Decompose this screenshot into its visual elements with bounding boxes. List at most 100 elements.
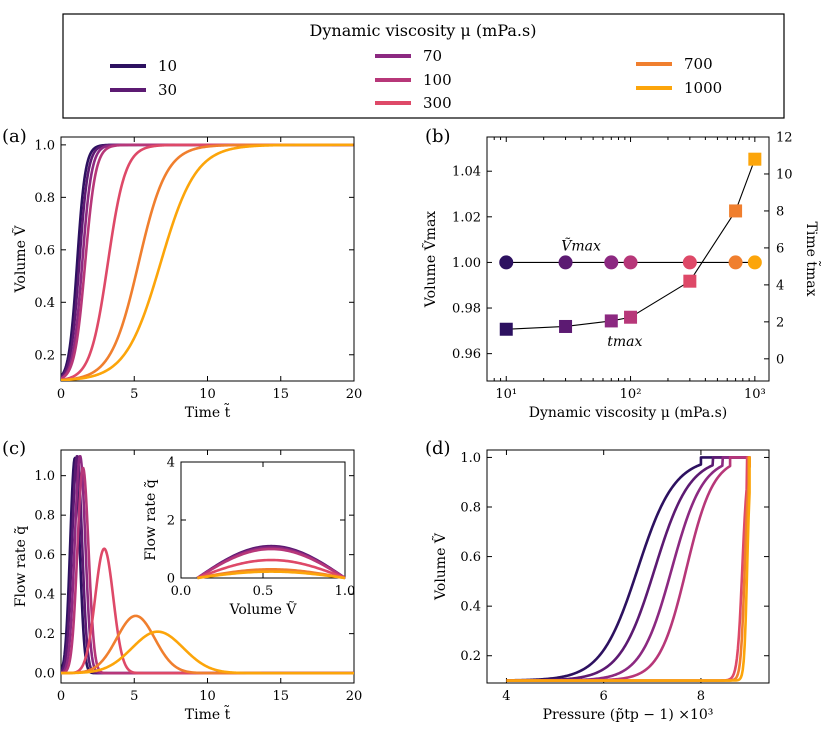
- plot-area: [61, 454, 354, 675]
- y-tick-label: 0.6: [34, 548, 55, 563]
- x-tick-label: 5: [130, 387, 138, 402]
- panel-label-c: (c): [2, 438, 26, 459]
- series-line-30: [61, 143, 354, 379]
- tmax-marker-100: [624, 310, 638, 324]
- y-tick-label: 0.4: [34, 296, 55, 311]
- y2-tick-label: 0: [776, 352, 784, 367]
- inset-background: [181, 462, 345, 578]
- x-tick-label: 6: [600, 689, 608, 704]
- y-axis-label: Volume Ṽ: [11, 225, 29, 294]
- x-tick-label: 15: [272, 689, 289, 704]
- x-axis-label: Time t̃: [185, 402, 231, 421]
- x-tick-label: 10¹: [495, 387, 517, 402]
- vmax-marker-700: [728, 255, 743, 270]
- tmax-marker-30: [559, 319, 573, 333]
- y-tick-label: 0.2: [460, 649, 481, 664]
- vmax-marker-10: [499, 255, 514, 270]
- y-tick-label: 0.4: [460, 600, 481, 615]
- legend-label-30: 30: [158, 81, 177, 99]
- series-line-1000: [61, 630, 354, 675]
- y-tick-label: 1.00: [452, 256, 481, 271]
- tmax-marker-70: [604, 314, 618, 328]
- vmax-marker-100: [623, 255, 638, 270]
- y2-tick-label: 6: [776, 241, 784, 256]
- series-line-30: [506, 456, 751, 682]
- legend-label-10: 10: [158, 57, 177, 75]
- plot-area: [61, 143, 354, 381]
- series-line-70: [506, 456, 751, 682]
- series-line-10: [61, 143, 354, 378]
- legend-title: Dynamic viscosity μ (mPa.s): [310, 21, 537, 40]
- x-tick-label: 0.5: [253, 584, 274, 599]
- x-axis-label: Volume Ṽ: [229, 600, 298, 618]
- series-line-300: [506, 456, 751, 682]
- series-line-1000: [61, 143, 354, 381]
- inset-series-line-300: [196, 558, 346, 580]
- x-tick-label: 5: [130, 689, 138, 704]
- plot-frame: [486, 449, 770, 684]
- series-line-70: [61, 143, 354, 380]
- y-tick-label: 0.6: [34, 243, 55, 258]
- y-tick-label: 0.8: [34, 191, 55, 206]
- series-line-700: [61, 614, 354, 675]
- legend-label-70: 70: [423, 47, 442, 65]
- tmax-marker-10: [499, 322, 513, 336]
- tmax-marker-1000: [748, 152, 762, 166]
- x-tick-label: 20: [346, 689, 363, 704]
- series-line-700: [506, 456, 751, 682]
- vmax-marker-1000: [747, 255, 762, 270]
- panel-b-vmax-tmax-vs-viscosity: 10¹ 10² 10³ 0.96 0.98 1.00 1.02 1.04 Dynamic vis…: [421, 131, 822, 422]
- y-tick-label: 0.0: [34, 667, 55, 682]
- x-tick-label: 10²: [620, 387, 642, 402]
- x-axis-label: Time t̃: [185, 704, 231, 723]
- tmax-connector-line: [506, 158, 756, 330]
- tmax-marker-700: [729, 204, 743, 218]
- y-tick-label: 2: [167, 514, 175, 529]
- series-line-100: [506, 456, 751, 682]
- legend-label-100: 100: [423, 71, 452, 89]
- panel-label-a: (a): [2, 126, 27, 147]
- panel-a-volume-vs-time: 0 5 10 15 20 0.2 0.4 0.6 0.8 1.0 Time t̃ Volume Ṽ: [11, 136, 363, 421]
- series-line-700: [61, 143, 354, 381]
- y-tick-label: 1.0: [460, 451, 481, 466]
- series-line-100: [61, 143, 354, 380]
- x-tick-label: 20: [346, 387, 363, 402]
- legend-label-1000: 1000: [684, 79, 722, 97]
- y-tick-label: 0.2: [34, 348, 55, 363]
- legend-label-300: 300: [423, 94, 452, 112]
- x-axis-label: Pressure (p̃tp − 1) ×10³: [543, 707, 714, 723]
- legend: Dynamic viscosity μ (mPa.s) 10 30 70 100 300…: [62, 13, 785, 119]
- y-tick-label: 1.0: [34, 469, 55, 484]
- y-tick-label: 0.8: [34, 509, 55, 524]
- annotation-tmax: tmax: [607, 334, 642, 350]
- annotation-vmax: Ṽmax: [561, 236, 601, 254]
- y-tick-label: 0.98: [452, 302, 481, 317]
- panel-d-volume-vs-pressure: 4 6 8 0.2 0.4 0.6 0.8 1.0 Pressure (p̃tp − 1) ×1…: [431, 449, 770, 723]
- tmax-marker-300: [683, 274, 697, 288]
- y2-tick-label: 4: [776, 278, 784, 293]
- x-tick-label: 0: [57, 387, 65, 402]
- y-axis-label: Flow rate q̃: [13, 526, 29, 607]
- x-tick-label: 8: [697, 689, 705, 704]
- y-tick-label: 0.6: [460, 550, 481, 565]
- x-tick-label: 15: [272, 387, 289, 402]
- y-tick-label: 4: [167, 456, 175, 471]
- y2-axis-label: Time t̃max: [803, 222, 822, 297]
- plot-frame: [60, 136, 355, 382]
- x-tick-label: 1.0: [335, 584, 356, 599]
- inset-series-line-1000: [197, 570, 346, 580]
- y2-tick-label: 10: [776, 167, 793, 182]
- y-tick-label: 0: [167, 572, 175, 587]
- x-tick-label: 10: [199, 689, 216, 704]
- series-line-1000: [506, 456, 751, 682]
- y2-tick-label: 12: [776, 131, 793, 146]
- legend-label-700: 700: [684, 55, 713, 73]
- y2-tick-label: 8: [776, 204, 784, 219]
- panel-label-d: (d): [425, 438, 451, 459]
- y-tick-label: 1.02: [452, 210, 481, 225]
- vmax-marker-30: [558, 255, 573, 270]
- y-tick-label: 1.0: [34, 138, 55, 153]
- x-tick-label: 0.0: [171, 584, 192, 599]
